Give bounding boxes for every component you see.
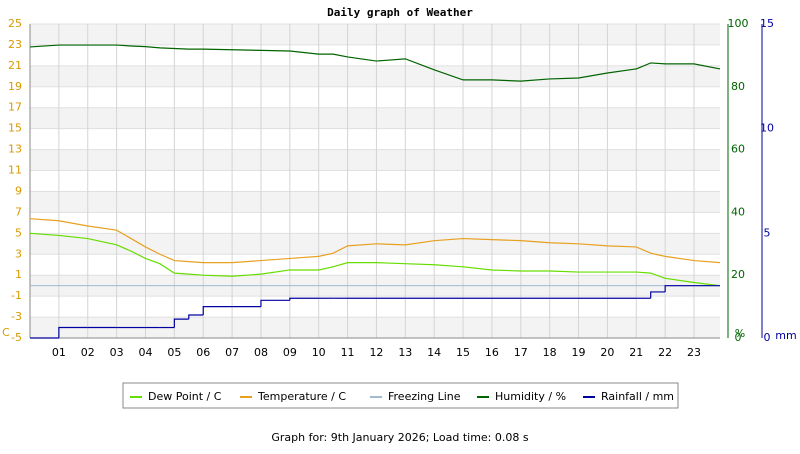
legend-label: Rainfall / mm	[601, 390, 674, 403]
y3-tick-label: 10	[760, 122, 774, 135]
legend-label: Temperature / C	[257, 390, 346, 403]
legend-label: Dew Point / C	[148, 390, 222, 403]
grid-band	[30, 107, 720, 129]
x-tick-label: 10	[312, 346, 326, 359]
y-tick-label: -5	[11, 331, 22, 344]
y-tick-label: -1	[11, 289, 22, 302]
y-tick-label: 25	[8, 17, 22, 30]
y2-tick-label: 0	[735, 331, 742, 344]
y-tick-label: 7	[15, 205, 22, 218]
y-tick-label: 21	[8, 59, 22, 72]
y-tick-label: 9	[15, 184, 22, 197]
y2-tick-label: 80	[731, 80, 745, 93]
x-tick-label: 20	[600, 346, 614, 359]
x-tick-label: 03	[110, 346, 124, 359]
x-tick-label: 11	[341, 346, 355, 359]
x-tick-label: 14	[427, 346, 441, 359]
x-tick-label: 18	[543, 346, 557, 359]
y-tick-label: 11	[8, 164, 22, 177]
step-segment	[260, 299, 290, 307]
x-tick-label: 12	[369, 346, 383, 359]
step-segment	[173, 318, 189, 328]
legend-label: Humidity / %	[495, 390, 566, 403]
y-tick-label: 1	[15, 268, 22, 281]
y3-unit: mm	[775, 329, 796, 342]
x-tick-label: 13	[398, 346, 412, 359]
step-segment	[664, 285, 695, 292]
step-segment	[289, 297, 319, 301]
step-segment	[650, 291, 666, 299]
y3-tick-label: 15	[760, 17, 774, 30]
x-tick-label: 19	[572, 346, 586, 359]
x-tick-label: 23	[687, 346, 701, 359]
footer: Graph for: 9th January 2026; Load time: …	[271, 431, 528, 444]
y-tick-label: 19	[8, 80, 22, 93]
y-unit: C	[2, 326, 10, 339]
x-tick-label: 07	[225, 346, 239, 359]
legend-box	[122, 382, 679, 409]
legend-label: Freezing Line	[388, 390, 461, 403]
x-tick-label: 04	[138, 346, 152, 359]
y-tick-label: -3	[11, 310, 22, 323]
x-tick-label: 08	[254, 346, 268, 359]
x-tick-label: 02	[81, 346, 95, 359]
step-segment	[188, 314, 204, 320]
y2-tick-label: 60	[731, 143, 745, 156]
y3-tick-label: 5	[764, 226, 771, 239]
y-tick-label: 23	[8, 38, 22, 51]
y2-tick-label: 100	[728, 17, 749, 30]
x-tick-label: 05	[167, 346, 181, 359]
step-segment	[202, 306, 233, 315]
x-tick-label: 06	[196, 346, 210, 359]
x-tick-label: 16	[485, 346, 499, 359]
y2-tick-label: 40	[731, 205, 745, 218]
x-tick-label: 17	[514, 346, 528, 359]
x-tick-label: 15	[456, 346, 470, 359]
series-line	[29, 44, 721, 82]
x-tick-label: 01	[52, 346, 66, 359]
grid-band	[30, 65, 720, 87]
y2-unit: %	[735, 327, 745, 340]
grid-band	[30, 317, 720, 338]
y3-tick-label: 0	[764, 331, 771, 344]
y-tick-label: 5	[15, 226, 22, 239]
y-tick-label: 17	[8, 101, 22, 114]
series-line	[29, 218, 721, 264]
grid-band	[30, 24, 720, 45]
x-tick-label: 09	[283, 346, 297, 359]
chart-title: Daily graph of Weather	[327, 6, 473, 19]
x-tick-label: 22	[658, 346, 672, 359]
y-tick-label: 3	[15, 247, 22, 260]
step-segment	[58, 326, 88, 338]
y-tick-label: 15	[8, 122, 22, 135]
y2-tick-label: 20	[731, 268, 745, 281]
x-tick-label: 21	[629, 346, 643, 359]
grid-band	[30, 149, 720, 171]
series-line	[29, 232, 721, 287]
y-tick-label: 13	[8, 143, 22, 156]
grid-band	[30, 191, 720, 213]
